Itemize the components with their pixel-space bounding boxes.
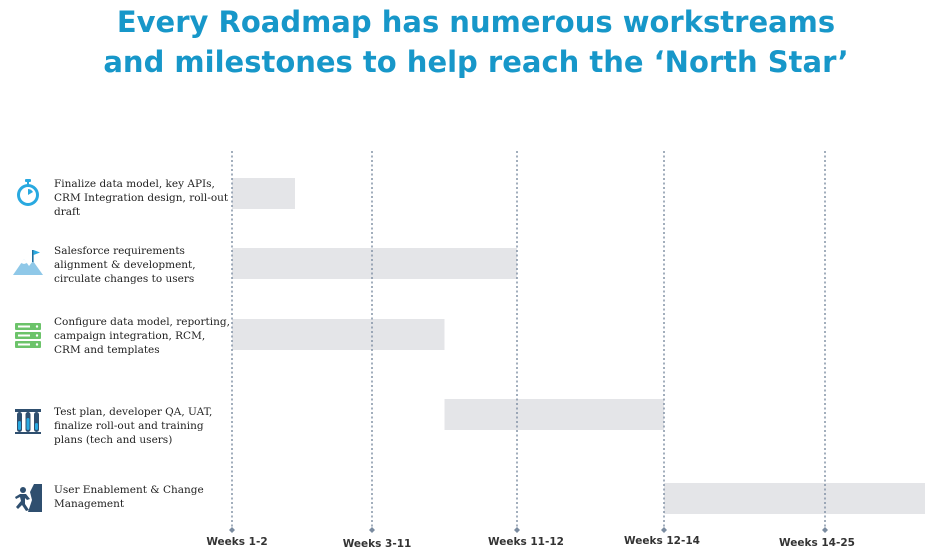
page-title: Every Roadmap has numerous workstreams a… [0, 2, 952, 82]
task-bar-1 [232, 178, 295, 209]
stopwatch-icon [17, 179, 39, 206]
mountain-flag-icon [13, 250, 43, 275]
task-label-2: Salesforce requirements alignment & deve… [54, 245, 196, 285]
week-label-4: Weeks 12-14 [624, 535, 700, 547]
server-stack-icon [15, 323, 41, 348]
week-label-5: Weeks 14-25 [779, 537, 855, 549]
week-label-2: Weeks 3-11 [342, 538, 412, 550]
task-label-4: Test plan, developer QA, UAT, finalize r… [54, 406, 213, 446]
test-tubes-icon [15, 409, 41, 434]
climber-icon [15, 484, 42, 512]
milestone-marker-3 [514, 527, 520, 533]
task-bar-3 [232, 319, 445, 350]
task-label-3: Configure data model, reporting, campaig… [54, 316, 230, 356]
task-bar-2 [232, 248, 517, 279]
milestone-marker-1 [229, 527, 235, 533]
title-line-2: and milestones to help reach the ‘North … [103, 45, 849, 79]
milestone-marker-5 [822, 527, 828, 533]
task-label-5: User Enablement & Change Management [54, 484, 204, 510]
title-line-1: Every Roadmap has numerous workstreams [116, 5, 836, 39]
week-label-1: Weeks 1-2 [206, 536, 268, 548]
milestone-marker-4 [661, 527, 667, 533]
milestone-marker-2 [369, 527, 375, 533]
task-label-1: Finalize data model, key APIs, CRM Integ… [54, 178, 229, 218]
task-bar-5 [664, 483, 925, 514]
task-bar-4 [444, 399, 664, 430]
week-label-3: Weeks 11-12 [488, 536, 564, 548]
